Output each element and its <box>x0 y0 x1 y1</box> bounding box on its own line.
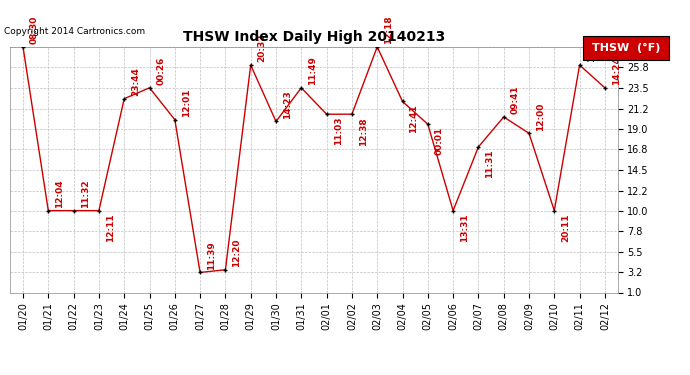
Point <box>68 208 79 214</box>
Text: 00:26: 00:26 <box>157 57 166 85</box>
Text: 09:41: 09:41 <box>511 86 520 114</box>
Point <box>473 144 484 150</box>
Point <box>321 111 332 117</box>
Text: Copyright 2014 Cartronics.com: Copyright 2014 Cartronics.com <box>4 27 146 36</box>
Point <box>372 44 383 50</box>
Point <box>574 62 585 68</box>
Point <box>346 111 357 117</box>
Text: 14:24: 14:24 <box>612 56 621 85</box>
Point <box>17 44 28 50</box>
Point <box>296 85 307 91</box>
Text: 11:39: 11:39 <box>207 241 216 270</box>
Point <box>119 96 130 102</box>
Text: 11:49: 11:49 <box>308 56 317 85</box>
Text: THSW  (°F): THSW (°F) <box>592 43 660 53</box>
Text: 14:23: 14:23 <box>283 90 292 119</box>
Point <box>245 62 256 68</box>
Point <box>448 208 459 214</box>
Point <box>600 85 611 91</box>
Point <box>93 208 104 214</box>
Point <box>422 121 433 127</box>
Point <box>498 114 509 120</box>
Point <box>397 99 408 105</box>
Point <box>220 267 231 273</box>
Text: 12:20: 12:20 <box>233 238 241 267</box>
Text: 12:00: 12:00 <box>536 102 545 130</box>
Point <box>169 117 180 123</box>
Text: 12:38: 12:38 <box>359 117 368 146</box>
Text: 11:31: 11:31 <box>485 150 494 178</box>
Text: 08:30: 08:30 <box>30 16 39 44</box>
Text: 13:31: 13:31 <box>460 213 469 242</box>
Point <box>524 130 535 136</box>
Title: THSW Index Daily High 20140213: THSW Index Daily High 20140213 <box>183 30 445 44</box>
Text: 11:32: 11:32 <box>81 179 90 208</box>
Text: 12:01: 12:01 <box>181 88 190 117</box>
Point <box>195 270 206 276</box>
Text: 12:41: 12:41 <box>409 104 418 133</box>
Text: 12:18: 12:18 <box>384 15 393 44</box>
Text: 10:59: 10:59 <box>586 34 595 62</box>
Text: 11:03: 11:03 <box>333 117 342 146</box>
Text: 12:11: 12:11 <box>106 213 115 242</box>
Point <box>144 85 155 91</box>
Text: 20:11: 20:11 <box>561 213 570 242</box>
Text: 23:44: 23:44 <box>131 67 140 96</box>
Text: 00:01: 00:01 <box>435 127 444 155</box>
Point <box>43 208 54 214</box>
Point <box>270 118 282 124</box>
Text: 20:32: 20:32 <box>257 34 266 62</box>
Point <box>549 208 560 214</box>
Text: 12:04: 12:04 <box>55 179 64 208</box>
